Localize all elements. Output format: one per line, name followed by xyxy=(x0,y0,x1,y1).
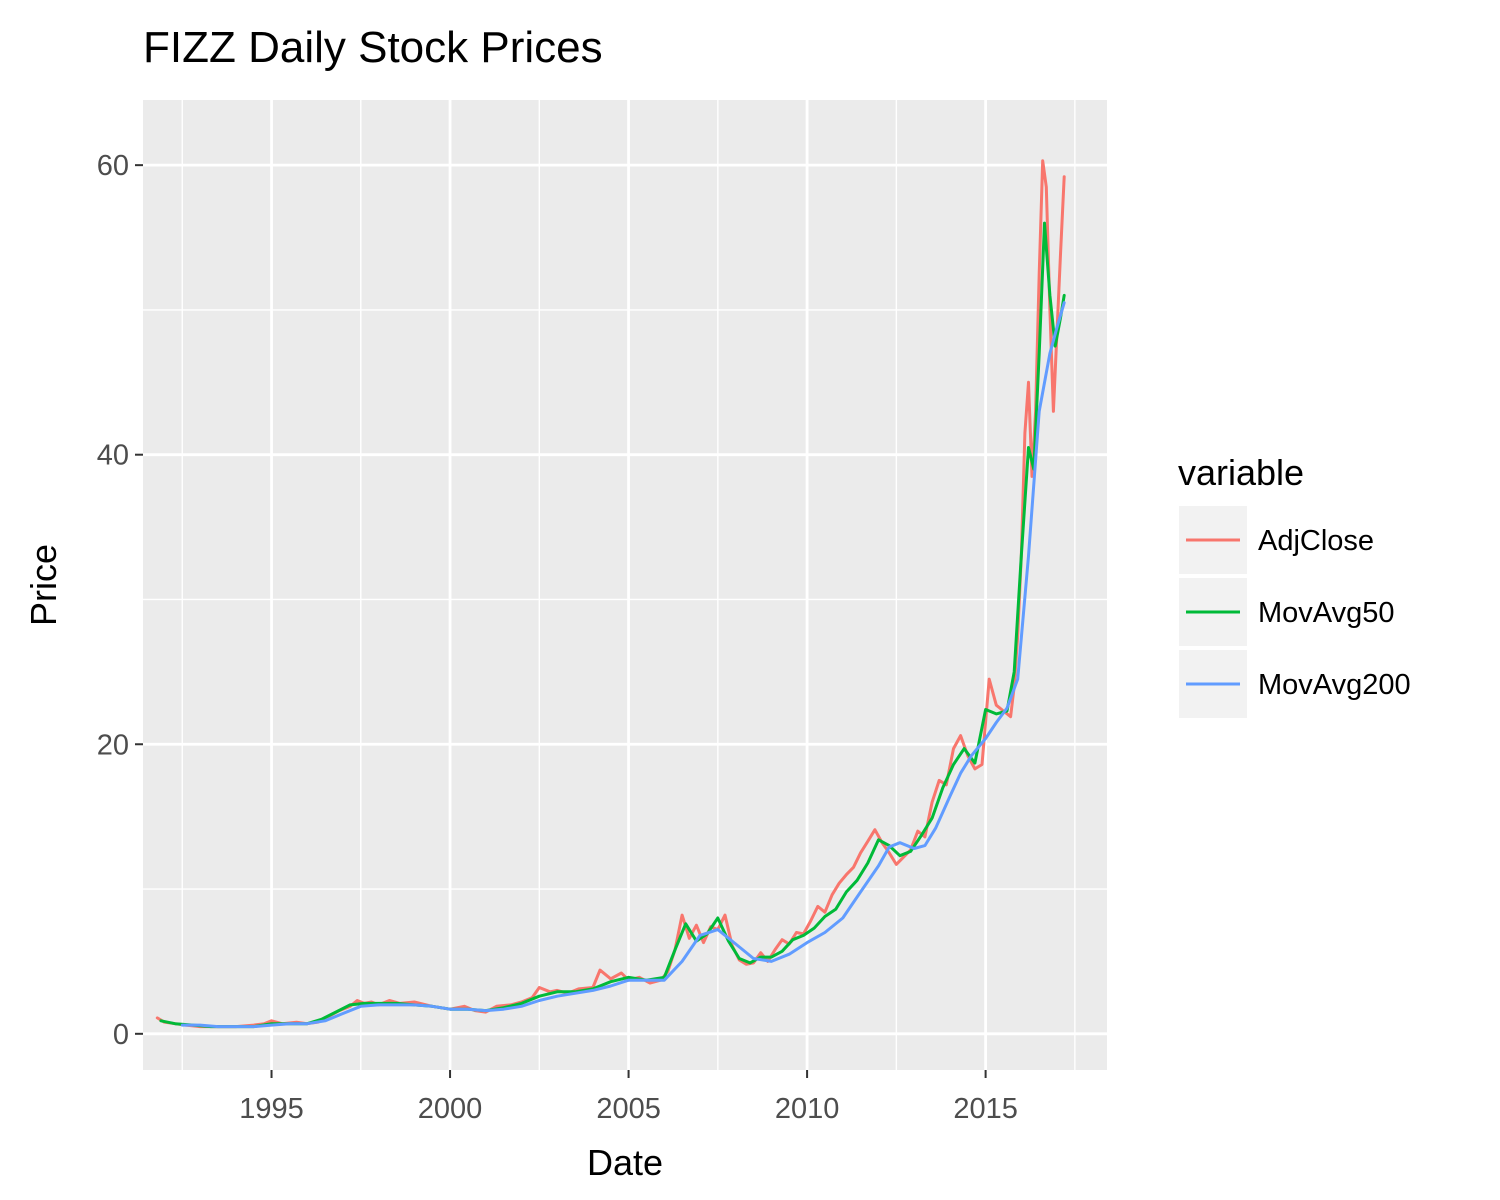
legend-label: MovAvg200 xyxy=(1258,669,1411,701)
legend-items: AdjClose MovAvg50 MovAvg200 xyxy=(1179,506,1411,718)
x-axis-ticks: 1995 2000 2005 2010 2015 xyxy=(239,1070,1018,1125)
legend-title: variable xyxy=(1178,452,1304,493)
x-axis-title: Date xyxy=(587,1142,663,1183)
minor-gridlines xyxy=(143,100,1107,1070)
x-tick-label: 2010 xyxy=(775,1093,840,1125)
x-tick-label: 2015 xyxy=(953,1093,1018,1125)
legend-label: AdjClose xyxy=(1258,525,1374,557)
y-tick-label: 60 xyxy=(97,150,129,182)
legend-item-adjclose: AdjClose xyxy=(1179,506,1374,574)
series-line-movavg200 xyxy=(180,301,1066,1029)
legend: variable AdjClose MovAvg50 MovAvg200 xyxy=(1178,452,1411,718)
series-lines xyxy=(155,159,1066,1029)
x-tick-label: 2000 xyxy=(418,1093,483,1125)
y-axis-ticks: 0 20 40 60 xyxy=(97,150,143,1051)
y-tick-label: 0 xyxy=(113,1019,129,1051)
legend-item-movavg50: MovAvg50 xyxy=(1179,578,1395,646)
y-tick-label: 20 xyxy=(97,729,129,761)
chart-title: FIZZ Daily Stock Prices xyxy=(143,23,603,72)
series-line-movavg50 xyxy=(159,221,1066,1029)
x-tick-label: 2005 xyxy=(596,1093,661,1125)
major-gridlines xyxy=(143,100,1107,1070)
y-axis-title: Price xyxy=(23,544,64,626)
plot-background xyxy=(143,100,1107,1070)
legend-label: MovAvg50 xyxy=(1258,597,1395,629)
x-tick-label: 1995 xyxy=(239,1093,304,1125)
legend-item-movavg200: MovAvg200 xyxy=(1179,650,1411,718)
y-tick-label: 40 xyxy=(97,440,129,472)
